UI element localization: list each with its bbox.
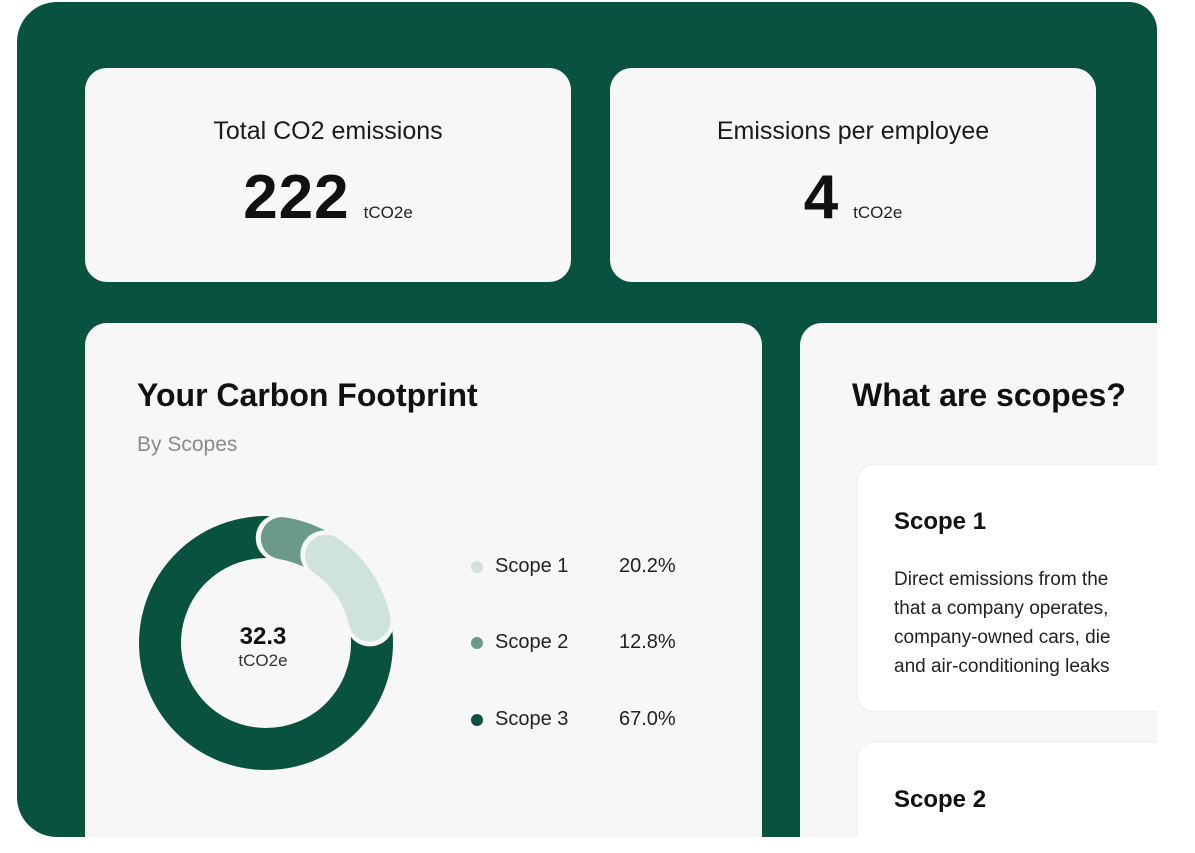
legend-dot (471, 560, 483, 573)
legend-dot (471, 636, 483, 649)
scope-card-title: Scope 1 (894, 508, 987, 535)
scopes-panel: What are scopes? Scope 1 Direct emission… (800, 323, 1157, 837)
legend-pct: 12.8% (619, 631, 676, 653)
scope-1-card[interactable]: Scope 1 Direct emissions from the that a… (858, 465, 1157, 711)
legend-pct: 67.0% (619, 708, 676, 730)
carbon-footprint-panel: Your Carbon Footprint By Scopes 32.3 tCO… (85, 323, 762, 837)
desc-line: company-owned cars, die (894, 627, 1111, 648)
scope-card-title: Scope 2 (894, 786, 987, 813)
legend-label: Scope 2 (495, 631, 569, 653)
legend-label: Scope 3 (495, 708, 569, 730)
emissions-per-employee-card: Emissions per employee 4 tCO2e (610, 68, 1096, 282)
stat-unit: tCO2e (363, 203, 413, 222)
desc-line: Direct emissions from the (894, 569, 1109, 590)
donut-center: 32.3 tCO2e (208, 623, 318, 671)
donut-unit: tCO2e (238, 651, 288, 670)
panel-title: Your Carbon Footprint (137, 377, 478, 413)
legend-item-scope-3: Scope 3 67.0% (471, 708, 676, 731)
panel-title: What are scopes? (852, 377, 1126, 413)
dashboard-frame: Total CO2 emissions 222 tCO2e Emissions p… (17, 2, 1157, 837)
desc-line: that a company operates, (894, 598, 1109, 619)
panel-subtitle: By Scopes (137, 433, 238, 456)
legend-pct: 20.2% (619, 555, 676, 577)
legend-dot (471, 713, 483, 726)
donut-slice-scope-1 (305, 534, 391, 642)
total-emissions-card: Total CO2 emissions 222 tCO2e (85, 68, 571, 282)
legend-item-scope-2: Scope 2 12.8% (471, 631, 676, 654)
scope-donut-chart (139, 515, 394, 770)
legend-item-scope-1: Scope 1 20.2% (471, 555, 676, 578)
stat-value: 222 (243, 163, 350, 232)
stat-label: Total CO2 emissions (213, 117, 443, 145)
desc-line: and air-conditioning leaks (894, 656, 1110, 677)
stat-unit: tCO2e (853, 203, 903, 222)
stat-label: Emissions per employee (716, 117, 990, 145)
scope-card-description: Direct emissions from the that a company… (894, 565, 1111, 681)
donut-total: 32.3 (239, 623, 287, 650)
legend-label: Scope 1 (495, 555, 569, 577)
scope-2-card[interactable]: Scope 2 (858, 743, 1157, 837)
stat-value: 4 (803, 163, 840, 232)
